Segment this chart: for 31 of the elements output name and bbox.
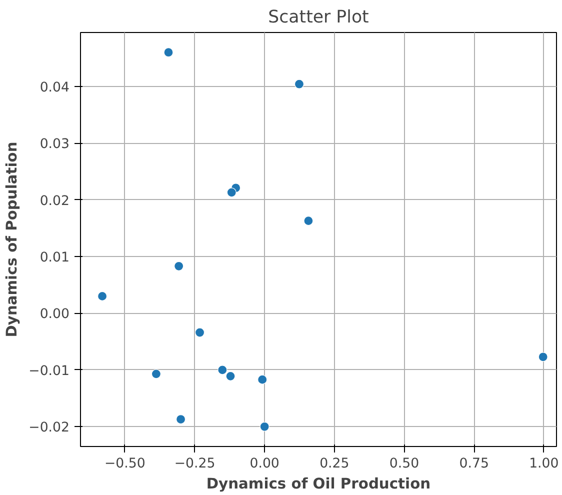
y-tick-label: 0.02: [40, 194, 70, 209]
y-tick-label: 0.04: [40, 80, 70, 96]
y-tick-label: −0.01: [28, 364, 70, 379]
point: [151, 369, 161, 379]
point: [226, 188, 236, 198]
point: [218, 365, 228, 375]
y-tick-label: 0.00: [40, 307, 70, 322]
x-tick-label: 0.00: [250, 456, 280, 472]
y-axis-title: Dynamics of Population: [4, 142, 21, 338]
x-tick-label: −0.25: [174, 456, 216, 472]
point: [174, 261, 184, 271]
point: [226, 371, 236, 381]
point: [258, 374, 268, 384]
y-tick-label: 0.03: [40, 137, 70, 152]
point: [176, 414, 186, 424]
point: [294, 79, 304, 89]
x-tick-label: 1.00: [529, 456, 559, 472]
x-axis-title: Dynamics of Oil Production: [206, 476, 431, 492]
point: [164, 48, 174, 58]
point: [304, 216, 314, 226]
y-tick-label: −0.02: [28, 420, 70, 436]
x-tick-label: 0.25: [320, 456, 350, 472]
point: [97, 291, 108, 302]
chart-title: Scatter Plot: [268, 8, 370, 28]
x-tick-label: 0.75: [459, 456, 489, 472]
point: [538, 352, 548, 362]
y-tick-label: 0.01: [40, 250, 70, 266]
x-tick-label: 0.50: [389, 456, 420, 472]
point: [260, 422, 270, 432]
point: [194, 328, 205, 338]
x-tick-label: −0.50: [104, 456, 146, 472]
